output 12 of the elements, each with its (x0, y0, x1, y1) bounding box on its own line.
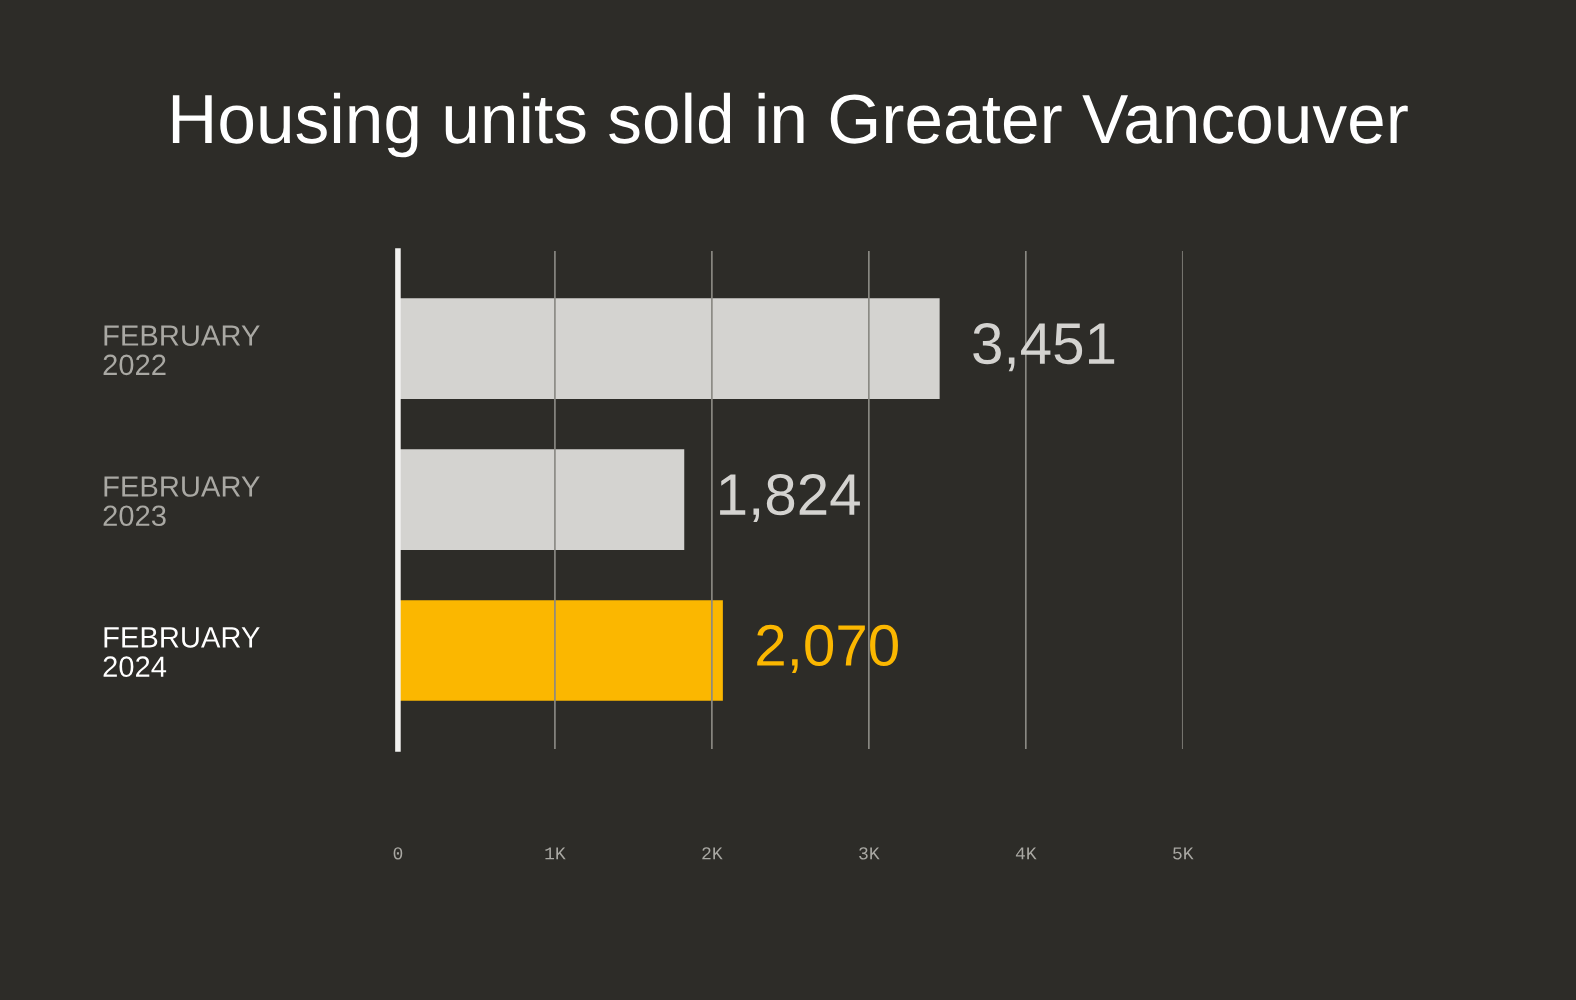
data-label: 2,070 (757, 624, 898, 674)
x-tick-label: 1K (545, 847, 566, 860)
x-tick-label: 3K (859, 847, 880, 860)
x-tick-label: 4K (1015, 847, 1037, 860)
y-tick-label: FEBRUARY 2023 (103, 476, 260, 527)
y-tick-label: FEBRUARY 2024 (103, 627, 260, 678)
x-tick-label: 2K (702, 847, 723, 860)
y-tick-label: FEBRUARY 2022 (103, 325, 260, 376)
x-tick-label: 5K (1173, 847, 1194, 860)
data-label: 1,824 (720, 473, 860, 523)
x-tick-label: 0 (393, 847, 403, 860)
chart-title: Housing units sold in Greater Vancouver (172, 92, 1408, 158)
